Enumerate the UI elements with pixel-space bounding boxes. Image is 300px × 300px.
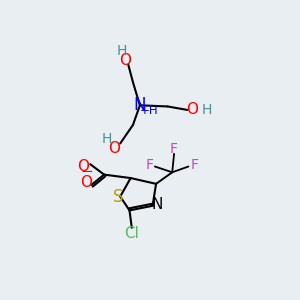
Text: H: H: [116, 44, 127, 58]
Text: H: H: [201, 103, 212, 117]
Text: F: F: [190, 158, 198, 172]
Text: O: O: [108, 140, 120, 155]
Text: O: O: [186, 102, 198, 117]
Text: O: O: [120, 53, 132, 68]
Text: S: S: [113, 188, 124, 206]
Text: +H: +H: [140, 104, 158, 117]
Text: Cl: Cl: [124, 226, 139, 241]
Text: F: F: [170, 142, 178, 156]
Text: N: N: [152, 197, 163, 212]
Text: O: O: [80, 175, 92, 190]
Text: O: O: [77, 159, 89, 174]
Text: H: H: [101, 132, 112, 146]
Text: −: −: [80, 164, 93, 179]
Text: N: N: [134, 96, 146, 114]
Text: F: F: [145, 158, 153, 172]
